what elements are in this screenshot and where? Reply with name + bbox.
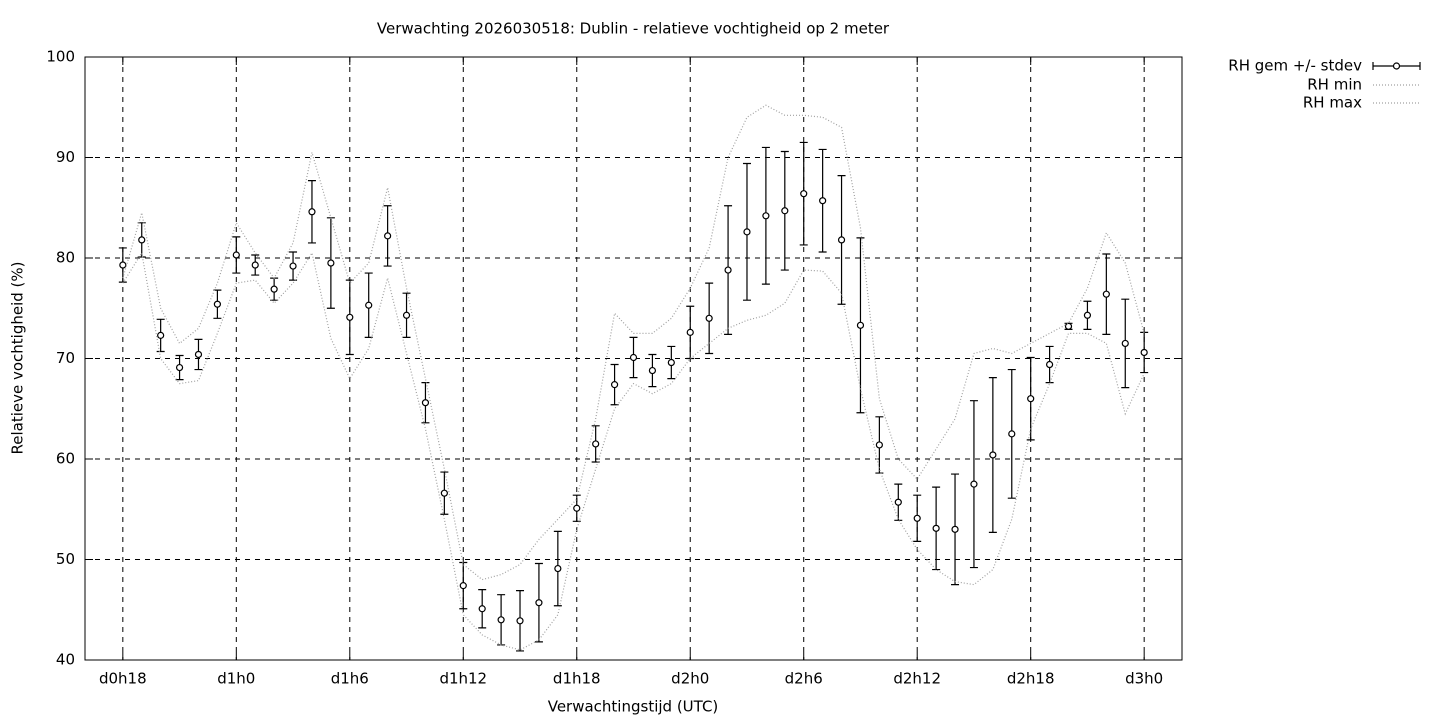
data-point	[402, 311, 411, 319]
data-point	[270, 285, 278, 293]
data-point	[289, 262, 297, 270]
x-tick-label: d1h6	[331, 670, 369, 688]
y-tick-label: 90	[56, 148, 75, 166]
y-tick-label: 70	[56, 349, 75, 367]
data-point	[648, 366, 657, 375]
data-point	[705, 314, 713, 322]
y-tick-label: 40	[56, 651, 75, 669]
x-tick-label: d0h18	[99, 670, 147, 688]
data-point	[346, 313, 354, 321]
data-point	[138, 236, 146, 244]
data-point	[327, 259, 335, 267]
data-point	[384, 232, 392, 240]
data-point	[1083, 311, 1092, 319]
plot-frame	[84, 56, 1183, 661]
data-point	[875, 441, 883, 449]
data-point	[535, 599, 543, 607]
legend-label: RH max	[1303, 94, 1362, 112]
data-point	[667, 358, 675, 367]
data-point	[308, 208, 316, 216]
y-tick-label: 80	[56, 249, 75, 267]
chart-title: Verwachting 2026030518: Dublin - relatie…	[377, 20, 890, 38]
x-tick-label: d1h18	[553, 670, 601, 688]
data-point	[1140, 348, 1148, 357]
x-tick-label: d2h0	[671, 670, 709, 688]
data-point	[497, 616, 505, 624]
data-point	[194, 350, 203, 359]
y-axis-label: Relatieve vochtigheid (%)	[9, 261, 27, 454]
line	[122, 104, 1145, 581]
line	[122, 251, 1145, 651]
data-point	[837, 236, 846, 244]
data-point	[989, 451, 997, 459]
data-point	[1046, 360, 1054, 369]
data-point	[762, 212, 770, 220]
data-point	[175, 363, 184, 372]
data-point	[365, 301, 373, 309]
data-point	[251, 261, 259, 269]
data-point	[800, 190, 808, 198]
data-point	[478, 605, 486, 613]
data-point	[1064, 322, 1073, 330]
data-point	[421, 399, 430, 407]
data-point	[592, 440, 600, 448]
legend-label: RH min	[1307, 76, 1362, 94]
x-tick-label: d2h18	[1007, 670, 1055, 688]
data-point	[819, 197, 827, 205]
x-tick-label: d1h12	[439, 670, 487, 688]
data-point	[743, 228, 751, 236]
data-point	[970, 480, 978, 488]
data-point	[1102, 290, 1110, 298]
data-point	[856, 321, 865, 329]
legend-label: RH gem +/- stdev	[1228, 57, 1362, 75]
data-point	[913, 514, 921, 522]
data-point	[1121, 339, 1129, 348]
data-point	[951, 525, 959, 533]
data-point	[781, 207, 789, 215]
x-tick-label: d3h0	[1125, 670, 1163, 688]
data-point	[629, 353, 638, 362]
data-point	[232, 251, 240, 259]
data-point	[573, 504, 581, 512]
y-tick-label: 50	[56, 550, 75, 568]
data-point	[932, 524, 940, 532]
data-point	[213, 300, 221, 308]
data-point	[554, 564, 562, 573]
data-point	[610, 381, 619, 389]
data-point	[440, 489, 448, 497]
y-tick-label: 100	[46, 48, 75, 66]
legend-swatch	[1392, 62, 1401, 70]
data-point	[1008, 430, 1016, 438]
data-point	[157, 331, 165, 339]
data-point	[516, 617, 524, 625]
y-tick-label: 60	[56, 450, 75, 468]
data-point	[119, 261, 127, 269]
data-point	[686, 328, 694, 336]
data-point	[459, 582, 467, 590]
x-axis-label: Verwachtingstijd (UTC)	[548, 698, 719, 716]
data-point	[1027, 395, 1035, 403]
x-tick-label: d2h6	[785, 670, 823, 688]
x-tick-label: d2h12	[893, 670, 941, 688]
x-tick-label: d1h0	[217, 670, 255, 688]
data-point	[724, 266, 732, 274]
data-point	[894, 498, 902, 506]
